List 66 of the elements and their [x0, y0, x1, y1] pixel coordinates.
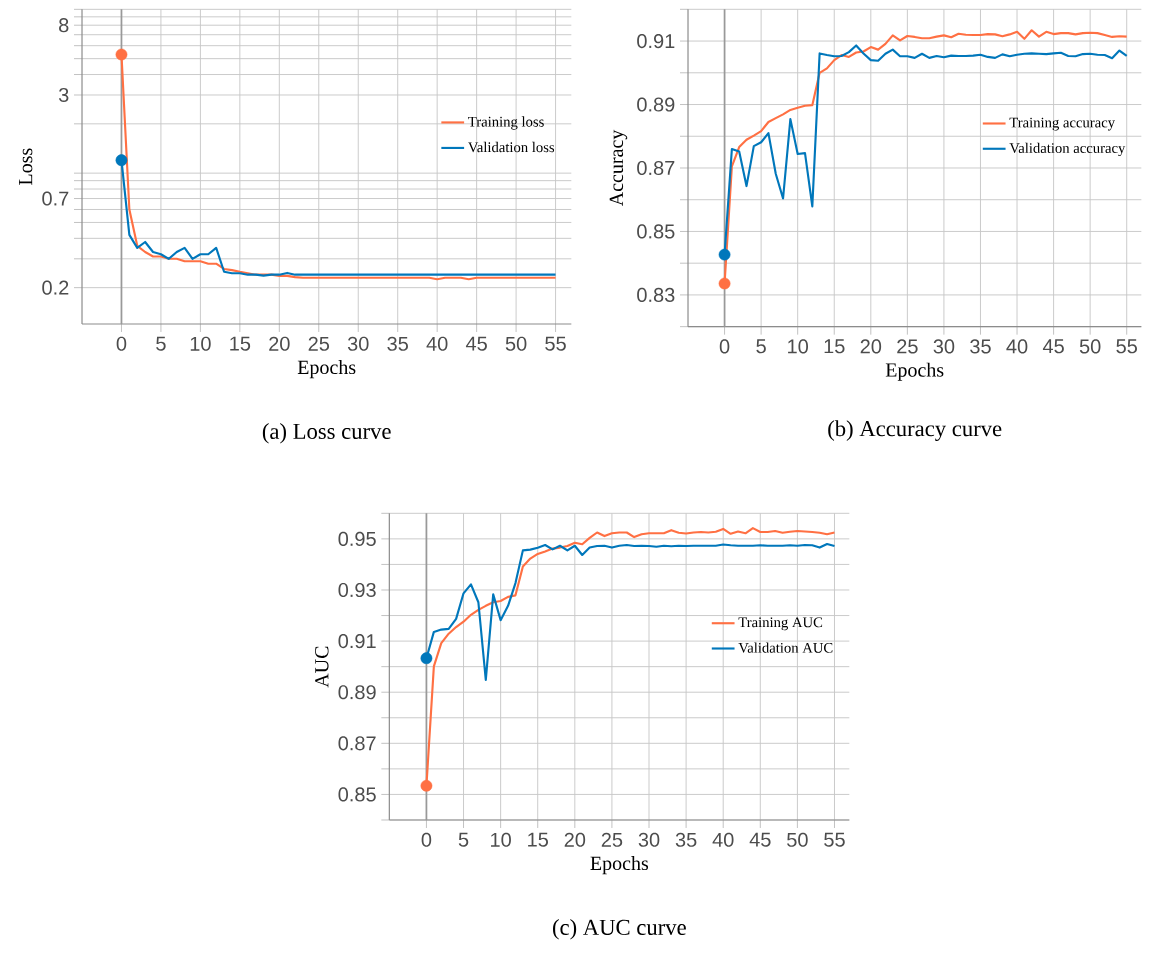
y-tick-label: 0.87 [338, 736, 376, 751]
x-tick-label: 20 [860, 339, 882, 354]
x-tick-label: 40 [1006, 339, 1028, 354]
x-tick-label: 50 [1079, 339, 1101, 354]
y-tick-label: 0.83 [637, 287, 675, 302]
legend-label: Validation loss [468, 141, 555, 153]
x-tick-label: 10 [190, 336, 211, 351]
y-tick-label: 0.93 [338, 582, 376, 598]
y-tick-label: 3 [58, 87, 69, 103]
y-axis-title: Loss [19, 148, 33, 185]
x-tick-label: 30 [347, 336, 369, 351]
legend-label: Validation AUC [738, 642, 833, 653]
x-tick-label: 20 [564, 832, 586, 847]
x-tick-label: 55 [545, 336, 566, 351]
x-axis-title: Epochs [590, 856, 649, 875]
y-tick-label: 0.87 [637, 160, 675, 176]
x-tick-label: 25 [897, 339, 918, 354]
x-tick-label: 35 [970, 339, 991, 354]
x-tick-label: 10 [491, 832, 511, 847]
y-tick-label: 0.91 [338, 634, 376, 649]
x-tick-label: 45 [1042, 339, 1064, 354]
y-tick-label: 0.7 [42, 191, 69, 206]
x-tick-label: 35 [675, 832, 697, 847]
x-tick-label: 5 [156, 336, 166, 351]
x-tick-label: 0 [719, 339, 730, 354]
y-tick-label: 0.89 [637, 97, 675, 112]
x-tick-label: 55 [1116, 339, 1137, 354]
x-tick-label: 25 [601, 832, 623, 847]
x-tick-label: 45 [465, 336, 487, 351]
x-tick-label: 10 [788, 339, 809, 354]
legend-label: Validation accuracy [1009, 142, 1126, 157]
x-tick-label: 5 [458, 832, 469, 847]
y-tick-label: 0.89 [338, 685, 376, 700]
legend-label: Training AUC [738, 617, 823, 631]
y-tick-label: 0.85 [637, 224, 675, 239]
x-tick-label: 50 [505, 336, 527, 351]
x-tick-label: 15 [230, 336, 251, 351]
y-axis-title: AUC [315, 646, 329, 688]
x-tick-label: 5 [756, 339, 766, 354]
y-tick-label: 8 [59, 18, 69, 33]
x-tick-label: 35 [387, 336, 408, 351]
y-tick-label: 0.2 [42, 280, 69, 295]
y-tick-label: 0.95 [338, 531, 376, 546]
x-tick-label: 30 [638, 832, 660, 847]
x-tick-label: 50 [787, 832, 808, 847]
x-tick-label: 0 [421, 832, 432, 847]
text: (b) Accuracy curve [828, 420, 1002, 441]
x-tick-label: 30 [933, 339, 955, 354]
legend-label: Training loss [468, 116, 544, 130]
x-tick-label: 15 [528, 832, 549, 847]
x-tick-label: 40 [426, 336, 448, 351]
x-tick-label: 20 [269, 336, 290, 351]
y-tick-label: 0.91 [637, 33, 675, 49]
text: (a) Loss curve [262, 423, 391, 444]
x-tick-label: 15 [824, 339, 845, 354]
x-tick-label: 45 [749, 832, 771, 847]
x-axis-title: Epochs [297, 360, 356, 379]
x-tick-label: 25 [308, 336, 330, 351]
x-tick-label: 55 [824, 832, 845, 847]
x-tick-label: 40 [712, 832, 734, 847]
y-axis-title: Accuracy [609, 129, 628, 207]
x-tick-label: 0 [116, 336, 127, 351]
y-tick-label: 0.85 [338, 787, 376, 802]
x-axis-title: Epochs [885, 362, 944, 381]
text: (c) AUC curve [553, 919, 686, 940]
legend-label: Training accuracy [1009, 117, 1115, 131]
